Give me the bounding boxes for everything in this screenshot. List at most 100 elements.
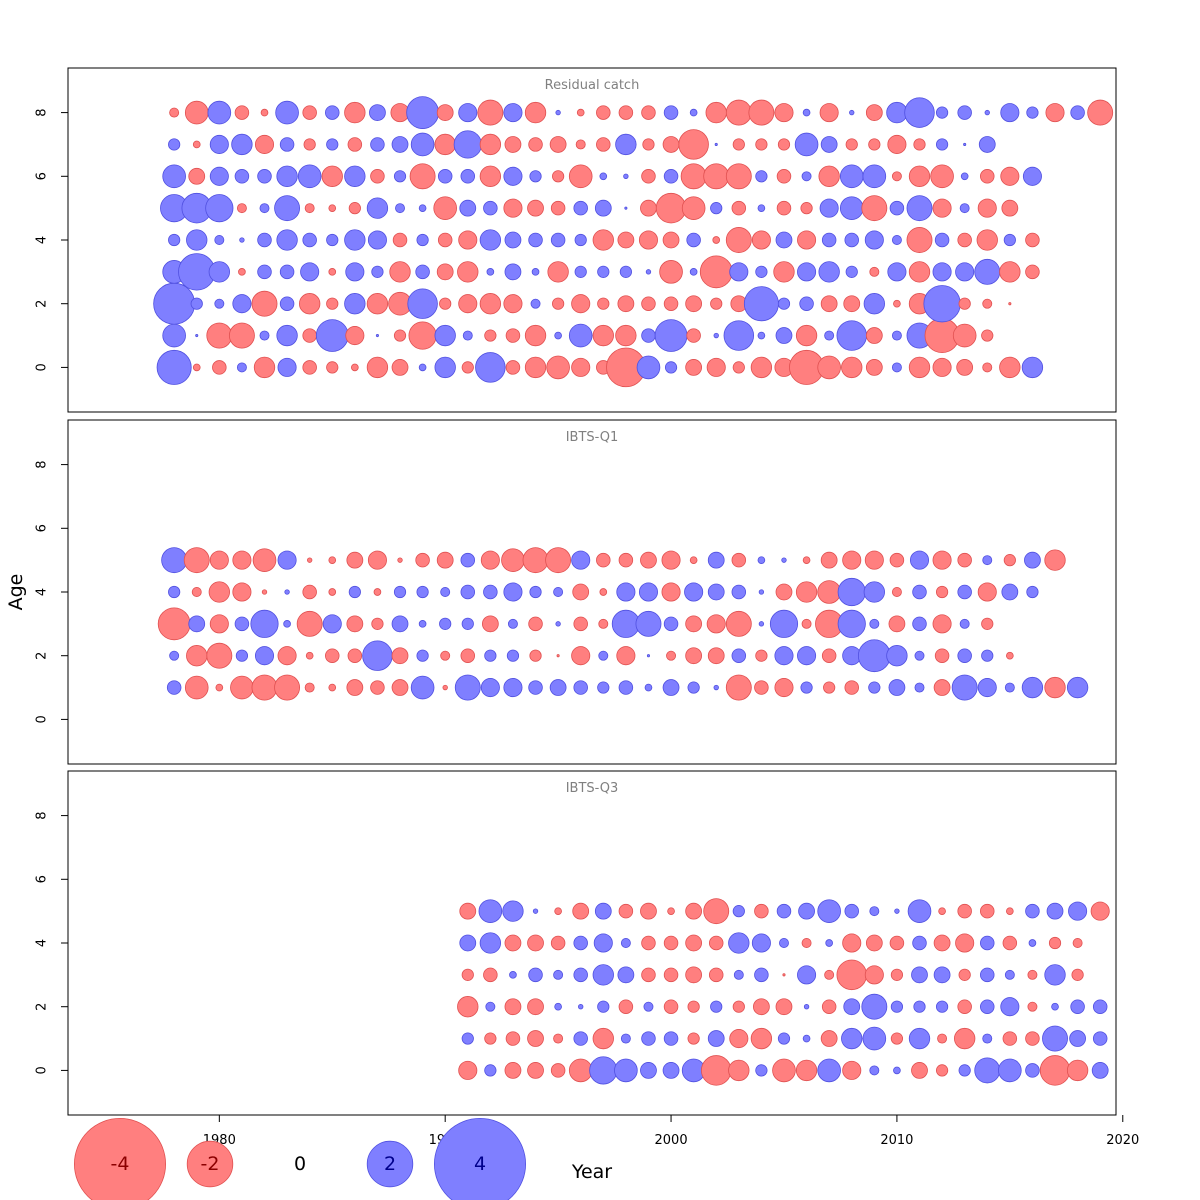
bubble-negative (238, 268, 246, 276)
bubble-positive (775, 327, 793, 344)
bubble-negative (754, 903, 769, 919)
bubble-positive (502, 900, 524, 922)
bubble-negative (731, 200, 747, 216)
bubble-negative (932, 614, 952, 634)
bubble-positive (893, 1066, 901, 1075)
bubble-negative (1025, 232, 1040, 248)
bubble-negative (642, 138, 655, 151)
bubble-negative (186, 645, 208, 667)
bubble-negative (772, 1058, 796, 1083)
bubble-positive (909, 550, 930, 570)
bubble-negative (261, 589, 268, 595)
bubble-positive (818, 261, 840, 283)
bubble-positive (776, 903, 792, 919)
bubble-negative (367, 550, 387, 570)
bubble-positive (723, 320, 755, 351)
bubble-negative (230, 675, 254, 700)
bubble-negative (935, 585, 949, 599)
bubble-positive (663, 1031, 679, 1046)
bubble-positive (462, 330, 473, 341)
bubble-positive (611, 609, 640, 638)
bubble-negative (864, 965, 884, 985)
bubble-negative (820, 295, 838, 313)
bubble-positive (503, 103, 523, 123)
bubble-positive (615, 133, 637, 156)
bubble-negative (1090, 901, 1110, 921)
bubble-positive (839, 164, 864, 189)
bubble-negative (1008, 302, 1012, 306)
bubble-positive (195, 334, 199, 338)
y-tick-label: 2 (35, 652, 50, 660)
bubble-positive (1025, 1063, 1040, 1078)
panel-title: IBTS-Q1 (566, 430, 619, 445)
bubble-positive (553, 587, 564, 597)
bubble-positive (1026, 585, 1039, 599)
bubble-positive (573, 935, 588, 951)
bubble-positive (208, 261, 230, 283)
bubble-negative (328, 588, 337, 596)
bubble-positive (1000, 997, 1020, 1017)
bubble-negative (615, 324, 637, 347)
bubble-positive (437, 169, 453, 184)
bubble-negative (545, 547, 572, 574)
bubble-positive (707, 583, 725, 601)
bubble-positive (459, 934, 477, 952)
bubble-negative (908, 356, 931, 379)
legend-label: -2 (201, 1153, 220, 1175)
bubble-positive (302, 232, 317, 248)
panel-3: IBTS-Q3 0 2 4 6 8 (35, 770, 1117, 1116)
bubble-negative (596, 137, 611, 152)
bubble-positive (555, 621, 561, 627)
bubble-negative (686, 328, 701, 343)
bubble-negative (701, 1055, 732, 1086)
bubble-negative (980, 903, 995, 919)
panels: Residual catch 0 2 4 6 8 IBTS-Q1 0 2 4 6 8 IBTS-Q3 0 2… (35, 67, 1117, 1116)
bubble-positive (713, 684, 719, 691)
bubble-positive (751, 933, 771, 953)
bubble-negative (346, 615, 364, 633)
bubble-negative (663, 967, 679, 983)
bubble-negative (597, 297, 610, 310)
bubble-negative (689, 556, 698, 564)
bubble-negative (932, 550, 952, 570)
bubble-positive (391, 615, 409, 633)
bubble-negative (952, 323, 977, 348)
bubble-positive (344, 293, 366, 315)
bubble-positive (589, 1056, 618, 1085)
y-tick-label: 8 (35, 811, 50, 819)
bubble-positive (284, 589, 290, 595)
bubble-negative (370, 680, 385, 695)
bubble-negative (728, 1059, 750, 1082)
bubble-positive (297, 164, 322, 189)
bubble-positive (978, 136, 996, 153)
bubble-negative (655, 192, 687, 224)
bubble-positive (646, 654, 651, 658)
bubble-positive (799, 296, 814, 311)
bubble-negative (302, 360, 317, 375)
bubble-negative (457, 996, 479, 1018)
bubbles (157, 547, 1089, 701)
bubble-positive (654, 319, 688, 352)
bubble-negative (1027, 969, 1038, 980)
bubble-negative (505, 328, 521, 343)
bubble-negative (552, 170, 565, 183)
bubble-positive (907, 899, 932, 923)
bubble-positive (775, 231, 793, 249)
bubble-negative (484, 329, 497, 342)
bubble-negative (685, 615, 703, 633)
bubble-negative (725, 163, 752, 190)
bubble-negative (326, 361, 339, 374)
bubble-negative (732, 1000, 745, 1013)
bubble-positive (162, 323, 186, 348)
bubble-positive (1092, 1031, 1108, 1046)
bubble-negative (1087, 99, 1114, 126)
bubble-negative (699, 255, 733, 289)
bubble-negative (415, 552, 430, 568)
bubble-positive (624, 206, 628, 210)
bubble-negative (708, 967, 724, 983)
bubble-positive (279, 264, 295, 280)
bubble-positive (475, 352, 506, 383)
bubble-positive (779, 938, 789, 948)
bubble-positive (1051, 1002, 1059, 1011)
bubble-positive (257, 169, 272, 184)
